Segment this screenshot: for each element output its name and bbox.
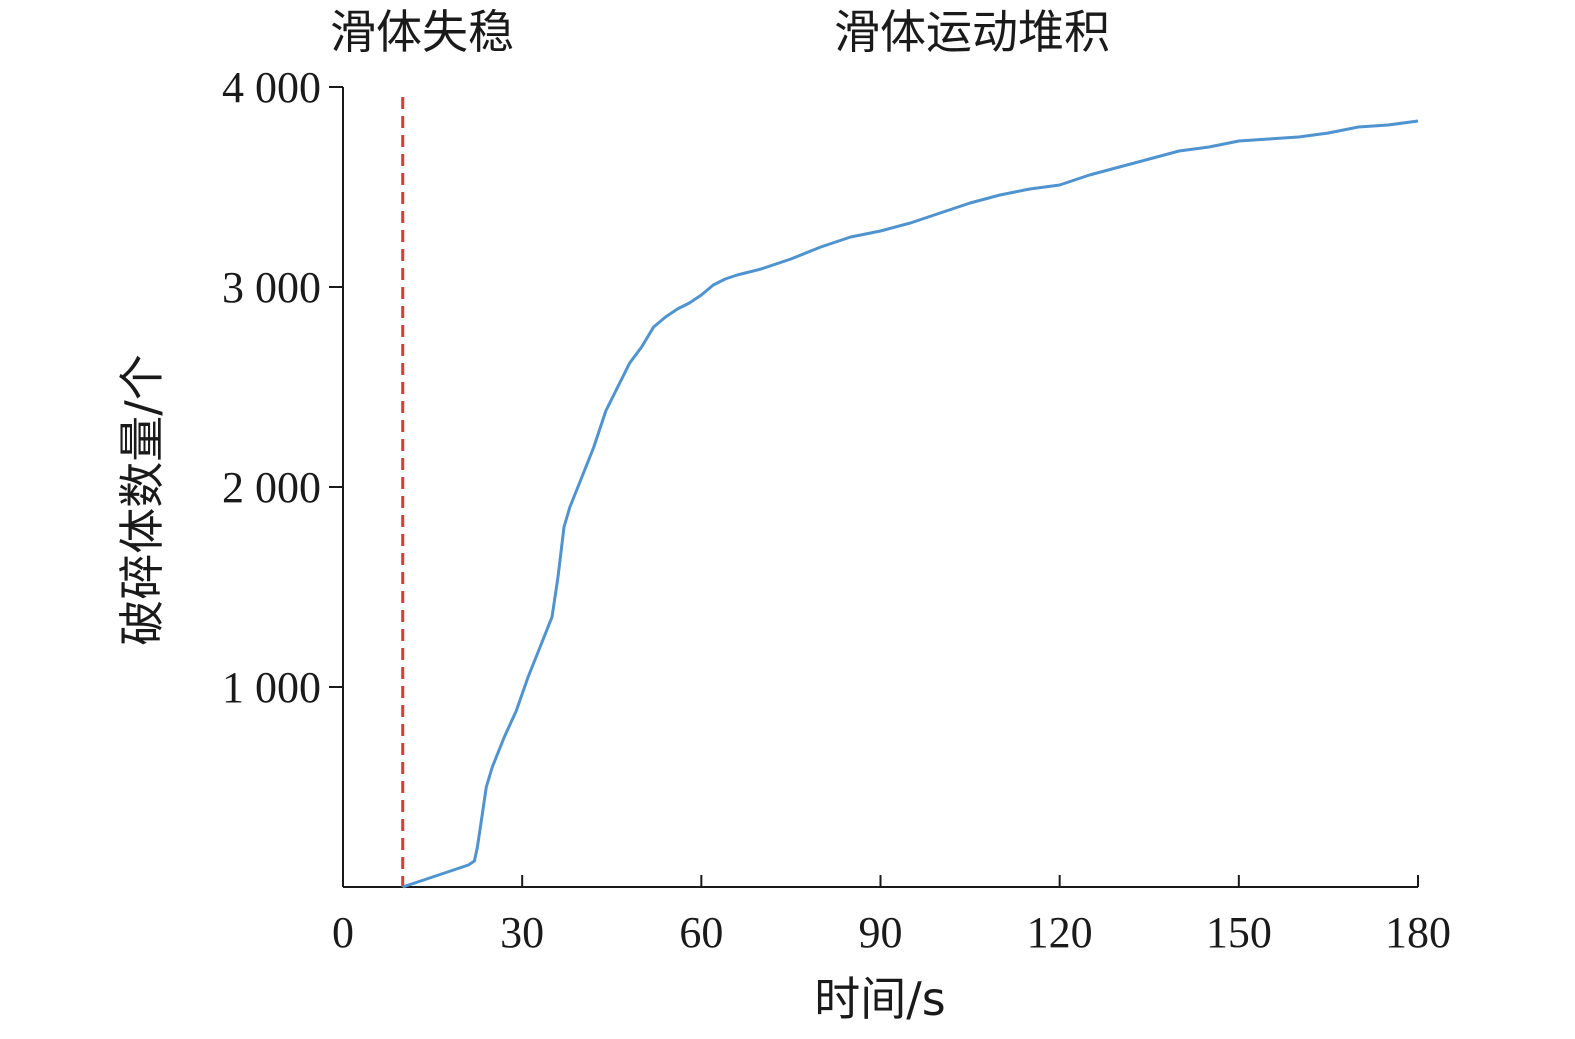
x-tick-label: 90	[859, 908, 903, 957]
phase-label-instability: 滑体失稳	[330, 5, 514, 59]
x-tick-label: 30	[500, 908, 544, 957]
x-tick-label: 60	[679, 908, 723, 957]
x-tick-label: 180	[1385, 908, 1451, 957]
y-ticks: 1 000 2 000 3 000 4 000	[222, 63, 343, 712]
phase-label-movement: 滑体运动堆积	[834, 5, 1110, 59]
x-axis-title: 时间/s	[814, 972, 945, 1026]
y-tick-label: 2 000	[222, 463, 321, 512]
y-tick-label: 3 000	[222, 263, 321, 312]
x-tick-label: 120	[1027, 908, 1093, 957]
x-ticks: 0 30 60 90 120 150 180	[332, 875, 1451, 957]
x-tick-label: 150	[1206, 908, 1272, 957]
series-line	[402, 119, 1419, 889]
y-tick-label: 1 000	[222, 663, 321, 712]
y-axis-title: 破碎体数量/个	[115, 354, 169, 646]
x-tick-label: 0	[332, 908, 354, 957]
y-tick-label: 4 000	[222, 63, 321, 112]
